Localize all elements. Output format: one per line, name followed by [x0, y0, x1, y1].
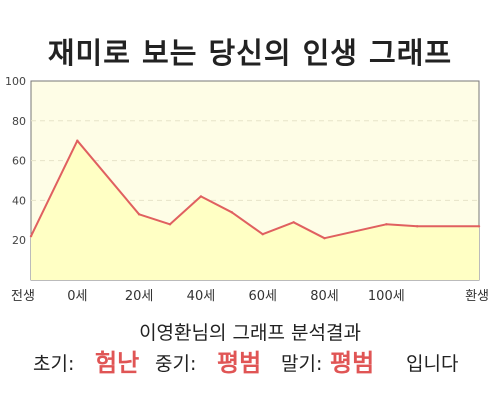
y-tick-label: 60	[12, 155, 26, 168]
x-tick-label: 전생	[11, 289, 35, 304]
data-point	[261, 233, 264, 236]
series-points	[29, 139, 481, 240]
data-point	[477, 225, 481, 228]
series-line	[30, 139, 479, 240]
y-tick-label: 20	[12, 234, 26, 247]
data-point	[29, 235, 33, 238]
y-tick-label: 80	[12, 115, 26, 128]
x-tick-label: 40세	[187, 289, 216, 304]
data-point	[137, 213, 141, 216]
series-area-fill	[31, 140, 479, 280]
data-point	[199, 195, 203, 198]
data-point	[168, 223, 172, 226]
x-tick-label: 100세	[368, 289, 405, 304]
mid-value: 평범	[217, 349, 262, 377]
result-summary: 초기: 험난 중기: 평범 말기: 평범 입니다	[0, 346, 500, 380]
late-label: 말기:	[281, 353, 323, 375]
y-tick-label: 100	[5, 75, 26, 88]
chart-title: 재미로 보는 당신의 인생 그래프	[47, 36, 453, 70]
x-tick-label: 0세	[67, 289, 87, 304]
data-point	[76, 139, 79, 142]
data-point	[292, 221, 295, 224]
mid-label: 중기:	[155, 353, 197, 375]
x-tick-label: 환생	[465, 289, 489, 304]
result-title: 이영환님의 그래프 분석결과	[139, 322, 361, 344]
data-point	[323, 237, 326, 240]
y-axis-ticks: 20 40 60 80 100	[5, 75, 26, 247]
data-point	[230, 211, 234, 214]
x-axis-ticks: 전생 0세 20세 40세 60세 80세 100세 환생	[11, 289, 489, 304]
x-tick-label: 20세	[125, 289, 154, 304]
x-tick-label: 80세	[310, 289, 339, 304]
early-value: 험난	[95, 349, 140, 377]
late-value: 평범	[330, 349, 375, 377]
x-tick-label: 60세	[248, 289, 277, 304]
ending-text: 입니다	[406, 353, 459, 375]
y-tick-label: 40	[12, 194, 26, 207]
data-point	[416, 225, 419, 228]
data-point	[385, 223, 388, 226]
early-label: 초기:	[33, 353, 75, 375]
